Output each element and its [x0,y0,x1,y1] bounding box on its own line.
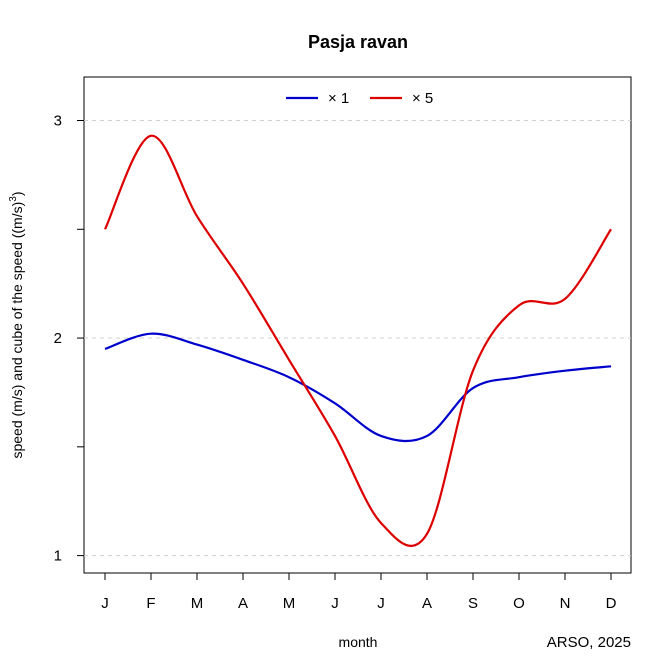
y-tick-label: 2 [54,330,62,347]
credit-text: ARSO, 2025 [547,634,631,651]
x-tick-label: J [331,595,339,612]
x-tick-label: A [422,595,432,612]
y-tick-label: 1 [54,548,62,565]
y-axis-label-main: speed (m/s) and cube of the speed ((m/s) [9,202,25,459]
x-tick-label: N [560,595,571,612]
x-tick-label: M [191,595,204,612]
chart-title: Pasja ravan [308,32,408,52]
series-line-1 [104,332,612,443]
y-axis-label-superscript: 3 [8,196,19,202]
x-tick-label: D [606,595,617,612]
x-axis-label: month [339,634,378,650]
grid-lines [84,120,631,557]
legend-label-2: × 5 [412,90,433,107]
legend: × 1 × 5 [286,90,433,107]
x-tick-label: F [146,595,155,612]
y-axis: 1 2 3 [54,113,84,565]
x-tick-label: A [238,595,248,612]
x-tick-label: J [377,595,385,612]
y-axis-label-suffix: ) [9,191,25,196]
legend-label-1: × 1 [328,90,349,107]
y-tick-label: 3 [54,113,62,130]
x-tick-label: O [513,595,525,612]
x-tick-label: J [101,595,109,612]
y-axis-label: speed (m/s) and cube of the speed ((m/s)… [8,191,25,458]
x-tick-label: M [283,595,296,612]
plot-frame [83,76,632,574]
series-line-2 [104,134,612,548]
series-lines [104,134,612,548]
x-tick-label: S [468,595,478,612]
